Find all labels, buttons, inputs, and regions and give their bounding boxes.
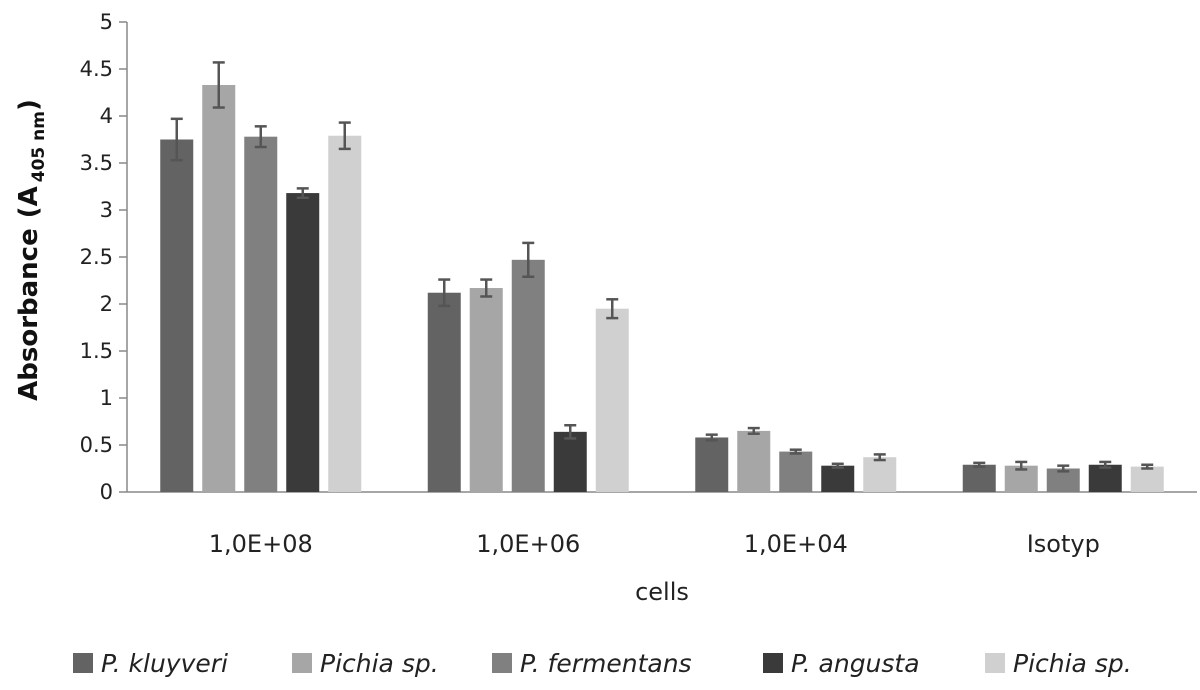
bar	[160, 139, 194, 492]
y-tick-label: 0	[100, 480, 113, 504]
error-bar	[1141, 463, 1154, 470]
error-bar	[170, 117, 183, 162]
legend-swatch	[292, 653, 312, 673]
error-bar	[564, 424, 577, 440]
error-bar	[831, 462, 844, 469]
bar	[1088, 464, 1122, 492]
y-axis-title: Absorbance (A 405 nm)	[14, 99, 49, 401]
error-bar	[705, 433, 718, 442]
error-bar	[747, 426, 760, 435]
error-bars	[170, 61, 1154, 473]
error-bar	[212, 61, 225, 109]
bar	[1130, 466, 1164, 492]
x-category-label: 1,0E+04	[744, 530, 848, 558]
error-bar	[480, 278, 493, 298]
error-bar	[1057, 464, 1070, 473]
legend-label: P. kluyveri	[101, 649, 228, 678]
error-bar	[789, 448, 802, 455]
x-category-label: 1,0E+06	[476, 530, 580, 558]
legend: P. kluyveri Pichia sp. P. fermentans P. ang…	[73, 649, 1132, 678]
y-tick-label: 1	[100, 386, 113, 410]
error-bar	[296, 187, 309, 200]
x-category-label: Isotyp	[1027, 530, 1100, 558]
bar	[1046, 468, 1080, 492]
bar	[695, 437, 729, 492]
legend-item: Pichia sp.	[292, 649, 439, 678]
y-tick-label: 3.5	[80, 151, 113, 175]
legend-swatch	[492, 653, 512, 673]
bar	[779, 451, 813, 492]
bar	[202, 84, 236, 492]
error-bar	[1099, 460, 1112, 469]
error-bar	[873, 453, 886, 462]
y-axis-title-symbol: A	[14, 186, 44, 206]
bar	[553, 431, 587, 492]
x-category-label: 1,0E+08	[209, 530, 313, 558]
y-tick-label: 1.5	[80, 339, 113, 363]
category-labels: 1,0E+08 1,0E+06 1,0E+04 Isotyp	[209, 530, 1100, 558]
error-bar	[438, 278, 451, 308]
legend-label: P. fermentans	[520, 649, 692, 678]
legend-item: P. fermentans	[492, 649, 692, 678]
error-bar	[254, 125, 267, 149]
y-axis-title-paren-open: (	[14, 206, 44, 218]
bar	[286, 193, 320, 492]
legend-label: Pichia sp.	[1013, 649, 1132, 678]
y-tick-label: 2	[100, 292, 113, 316]
y-tick-label: 0.5	[80, 433, 113, 457]
bar	[863, 457, 897, 492]
bar	[821, 465, 855, 492]
legend-swatch	[763, 653, 783, 673]
error-bar	[973, 461, 986, 468]
y-ticks: 0 0.5 1 1.5 2 2.5 3 3.5 4 4.5 5	[80, 10, 127, 504]
bars	[160, 84, 1164, 493]
bar	[244, 136, 278, 492]
error-bar	[338, 121, 351, 151]
legend-swatch	[985, 653, 1005, 673]
y-axis-title-main: Absorbance	[14, 228, 44, 401]
error-bar	[522, 241, 535, 278]
legend-label: P. angusta	[791, 649, 920, 678]
bar	[328, 135, 362, 493]
y-tick-label: 3	[100, 198, 113, 222]
y-axis-title-subscript: 405 nm	[29, 111, 49, 182]
bar	[469, 288, 503, 492]
legend-item: P. kluyveri	[73, 649, 228, 678]
bar	[511, 259, 545, 492]
legend-item: Pichia sp.	[985, 649, 1132, 678]
legend-label: Pichia sp.	[320, 649, 439, 678]
y-tick-label: 2.5	[80, 245, 113, 269]
y-axis-title-paren-close: )	[14, 99, 44, 111]
bar	[962, 464, 996, 492]
error-bar	[606, 298, 619, 320]
bar	[595, 308, 629, 492]
y-tick-label: 4	[100, 104, 113, 128]
error-bar	[1015, 460, 1028, 471]
bar	[427, 292, 461, 492]
legend-item: P. angusta	[763, 649, 920, 678]
legend-swatch	[73, 653, 93, 673]
y-tick-label: 5	[100, 10, 113, 34]
bar	[737, 430, 771, 492]
y-tick-label: 4.5	[80, 57, 113, 81]
x-axis-title: cells	[635, 578, 689, 606]
